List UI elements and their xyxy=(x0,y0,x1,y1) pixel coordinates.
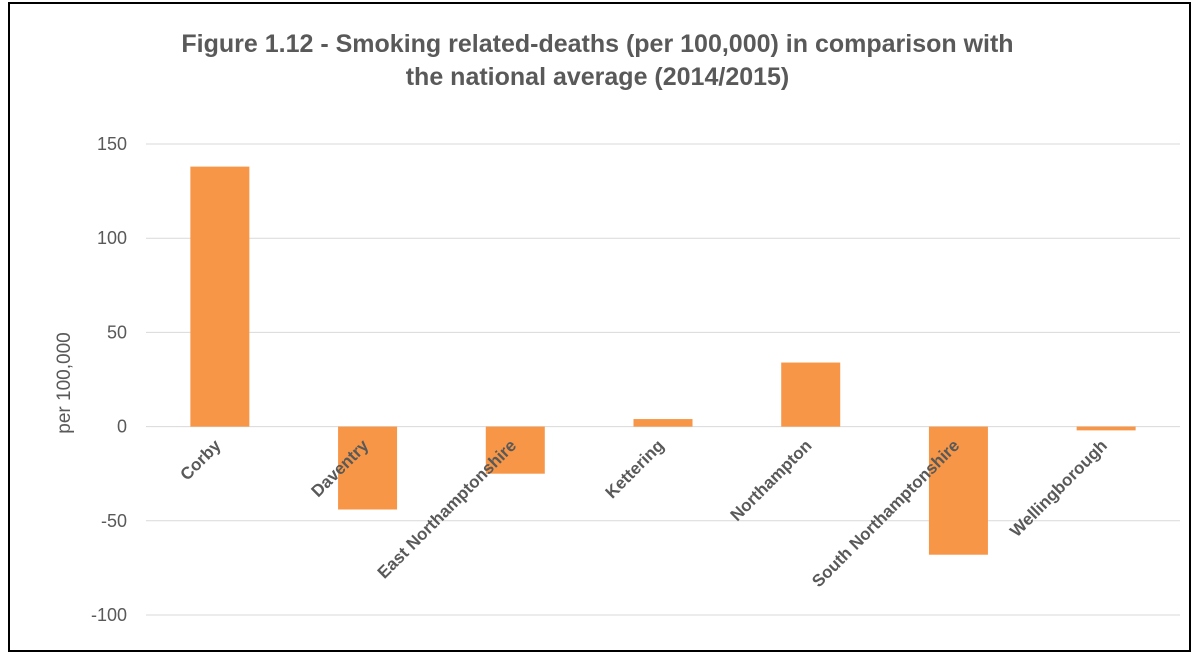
chart-title-line-1: Figure 1.12 - Smoking related-deaths (pe… xyxy=(181,30,1014,58)
y-tick-label: -50 xyxy=(101,511,127,531)
x-tick-label: Wellingborough xyxy=(1006,436,1111,541)
chart-title: Figure 1.12 - Smoking related-deaths (pe… xyxy=(0,28,1195,94)
y-axis-title: per 100,000 xyxy=(54,332,75,433)
gridlines xyxy=(146,143,1180,616)
y-tick-label: 100 xyxy=(97,228,127,248)
chart-title-line-2: the national average (2014/2015) xyxy=(405,63,790,91)
y-axis-tick-labels: 150 100 50 0 -50 -100 xyxy=(91,134,127,625)
bar xyxy=(633,419,693,427)
y-tick-label: 0 xyxy=(117,417,127,437)
bar xyxy=(338,426,398,510)
bar xyxy=(781,362,841,427)
bar xyxy=(485,426,545,474)
x-tick-label: Northampton xyxy=(727,436,816,525)
y-tick-label: 150 xyxy=(97,134,127,154)
x-tick-label: Corby xyxy=(177,436,226,485)
y-tick-label: 50 xyxy=(107,322,127,342)
bar xyxy=(190,166,250,427)
x-tick-label: Kettering xyxy=(602,436,668,502)
y-tick-label: -100 xyxy=(91,605,127,625)
bar xyxy=(1076,426,1136,431)
bars xyxy=(190,166,1136,555)
bar xyxy=(928,426,988,555)
